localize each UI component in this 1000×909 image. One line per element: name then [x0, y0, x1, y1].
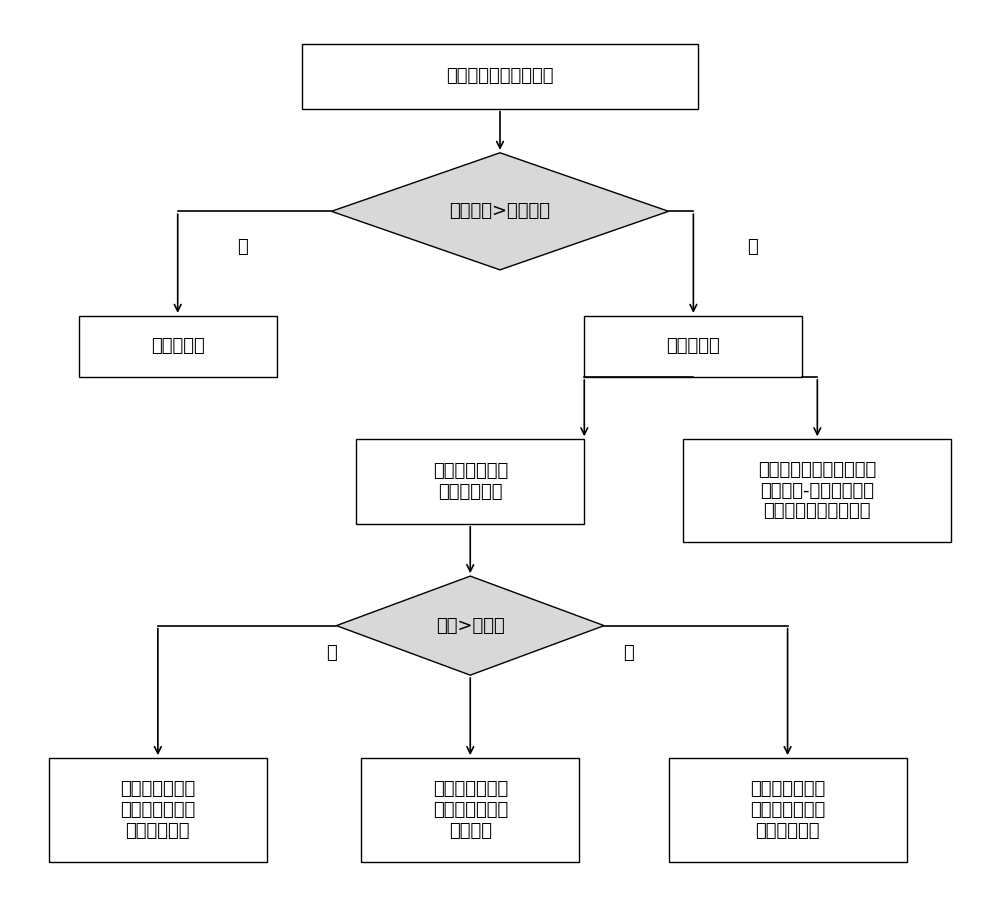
Bar: [669, 758, 907, 862]
Bar: [356, 439, 584, 524]
Text: 判断当前动力电池电量: 判断当前动力电池电量: [446, 67, 554, 85]
Bar: [49, 758, 267, 862]
Bar: [584, 315, 802, 377]
Text: 否: 否: [624, 644, 634, 662]
Bar: [361, 758, 579, 862]
Text: 关闭增程器: 关闭增程器: [151, 337, 205, 355]
Text: 控制发动机的扭
矩保持在预置的
最佳扭矩: 控制发动机的扭 矩保持在预置的 最佳扭矩: [433, 781, 508, 840]
Text: 否: 否: [748, 238, 758, 256]
Bar: [683, 439, 951, 543]
Text: 车辆怠速下，根据预置的
最佳转速-扭矩组合，控
制发动机的转速和扭矩: 车辆怠速下，根据预置的 最佳转速-扭矩组合，控 制发动机的转速和扭矩: [758, 461, 876, 520]
Text: 车速>阈值？: 车速>阈值？: [436, 616, 505, 634]
Bar: [302, 44, 698, 109]
Text: 车辆行驶时，获
取车辆的车速: 车辆行驶时，获 取车辆的车速: [433, 462, 508, 501]
Polygon shape: [336, 576, 604, 675]
Bar: [79, 315, 277, 377]
Text: 是: 是: [326, 644, 337, 662]
Polygon shape: [331, 153, 669, 270]
Text: 启动增程器: 启动增程器: [666, 337, 720, 355]
Text: 电池电量>预设值？: 电池电量>预设值？: [450, 203, 550, 220]
Text: 根据预置的关系
表以及车速控制
发动机的转速: 根据预置的关系 表以及车速控制 发动机的转速: [750, 781, 825, 840]
Text: 控制发动机的转
速保持在预置的
最佳经济转速: 控制发动机的转 速保持在预置的 最佳经济转速: [120, 781, 196, 840]
Text: 是: 是: [237, 238, 248, 256]
